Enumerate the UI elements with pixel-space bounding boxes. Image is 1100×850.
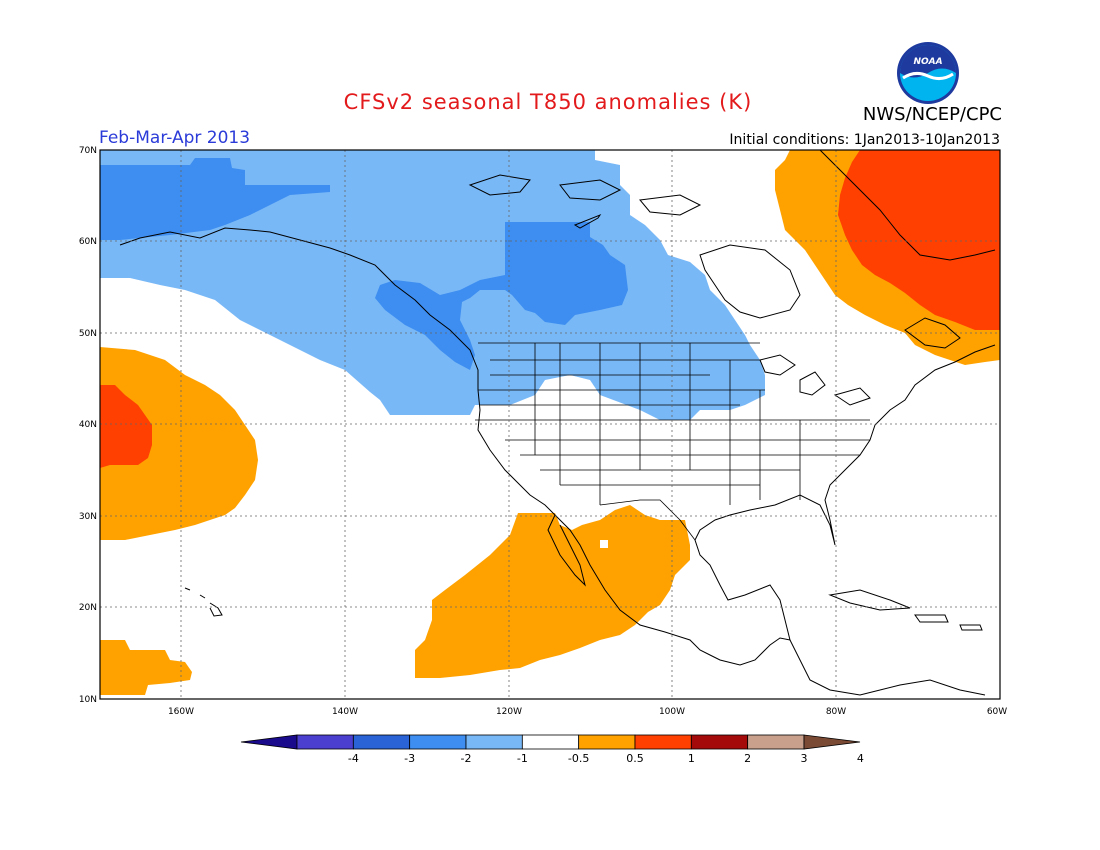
map-gap-cell xyxy=(600,540,608,548)
colorbar-tick-label: -0.5 xyxy=(568,752,589,765)
cool-anomaly-mid-region-east xyxy=(375,222,628,370)
season-label: Feb-Mar-Apr 2013 xyxy=(99,128,251,148)
political-borders xyxy=(475,342,870,541)
colorbar-labels: -4 -3 -2 -1 -0.5 0.5 1 2 3 4 xyxy=(348,752,864,765)
colorbar-tick-label: -2 xyxy=(461,752,472,765)
lon-label: 120W xyxy=(496,707,522,717)
colorbar xyxy=(240,734,861,750)
colorbar-tick-label: -1 xyxy=(517,752,528,765)
lat-label: 40N xyxy=(79,420,97,430)
colorbar-max-arrow xyxy=(803,734,861,750)
colorbar-segment xyxy=(352,734,411,750)
lat-label: 50N xyxy=(79,329,97,339)
colorbar-segment xyxy=(296,734,354,750)
colorbar-segment xyxy=(409,734,467,750)
colorbar-tick-label: -4 xyxy=(348,752,359,765)
colorbar-segment xyxy=(690,734,749,750)
colorbar-segment xyxy=(634,734,692,750)
warm-anomaly-southwest-orange xyxy=(100,640,192,695)
lon-label: 140W xyxy=(332,707,358,717)
noaa-logo-icon: NOAA xyxy=(897,42,959,104)
latitude-labels: 70N 60N 50N 40N 30N 20N 10N xyxy=(79,146,97,705)
map-frame xyxy=(99,149,1001,700)
lat-label: 10N xyxy=(79,695,97,705)
colorbar-tick-label: -3 xyxy=(404,752,415,765)
colorbar-tick-label: 0.5 xyxy=(626,752,644,765)
lat-label: 20N xyxy=(79,603,97,613)
anomaly-fields xyxy=(100,150,1000,695)
warm-anomaly-pacific-orange xyxy=(100,347,258,540)
colorbar-tick-label: 3 xyxy=(801,752,808,765)
noaa-logo-text: NOAA xyxy=(913,57,942,67)
lon-label: 160W xyxy=(168,707,194,717)
lat-label: 30N xyxy=(79,512,97,522)
colorbar-segment xyxy=(578,734,636,750)
lat-lon-gridlines xyxy=(100,150,1000,699)
warm-anomaly-northeast-red xyxy=(838,150,1000,330)
warm-anomaly-mexico-orange xyxy=(415,505,690,678)
colorbar-tick-label: 4 xyxy=(857,752,864,765)
colorbar-segment xyxy=(747,734,805,750)
organization-label: NWS/NCEP/CPC xyxy=(862,104,1002,125)
lat-label: 70N xyxy=(79,146,97,156)
colorbar-tick-label: 1 xyxy=(688,752,695,765)
lat-label: 60N xyxy=(79,237,97,247)
warm-anomaly-pacific-red xyxy=(100,385,152,468)
cool-anomaly-mid-region-west xyxy=(100,158,330,240)
colorbar-segment xyxy=(465,734,523,750)
initial-conditions-label: Initial conditions: 1Jan2013-10Jan2013 xyxy=(729,132,1000,148)
coastlines xyxy=(119,150,996,696)
colorbar-tick-label: 2 xyxy=(744,752,751,765)
colorbar-min-arrow xyxy=(240,734,298,750)
lon-label: 100W xyxy=(659,707,685,717)
colorbar-segment xyxy=(521,734,580,750)
map-title: CFSv2 seasonal T850 anomalies (K) xyxy=(343,90,753,114)
lon-label: 80W xyxy=(826,707,846,717)
lon-label: 60W xyxy=(987,707,1007,717)
longitude-labels: 160W 140W 120W 100W 80W 60W xyxy=(168,707,1007,717)
